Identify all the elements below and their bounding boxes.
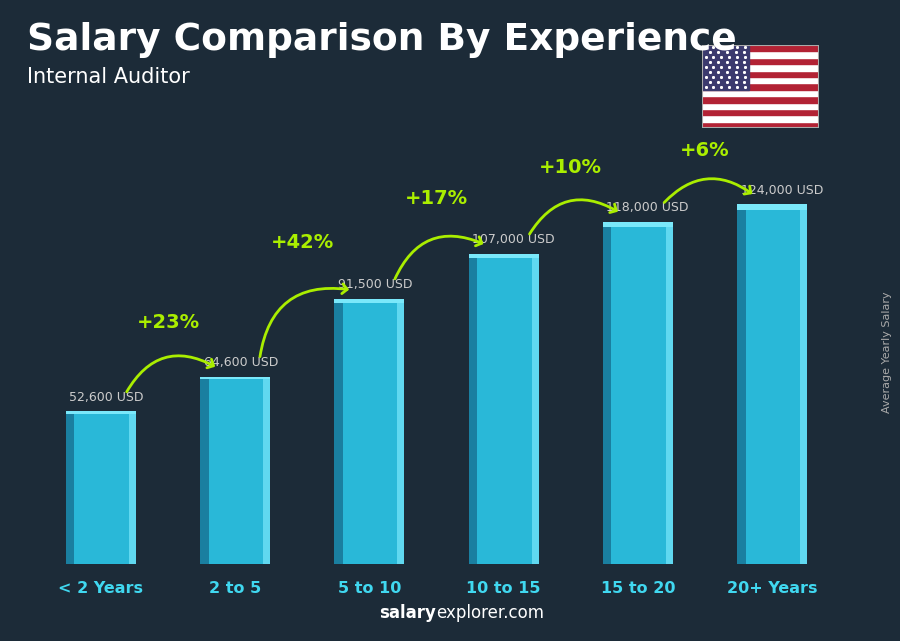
Bar xyxy=(603,222,611,564)
Bar xyxy=(209,377,263,564)
Bar xyxy=(702,71,819,77)
Bar xyxy=(702,96,819,103)
Bar xyxy=(469,254,538,258)
Bar xyxy=(666,222,673,564)
Bar xyxy=(335,299,343,564)
Bar xyxy=(702,51,819,58)
Bar xyxy=(702,90,819,96)
Text: +17%: +17% xyxy=(405,189,468,208)
Bar xyxy=(702,83,819,90)
Bar xyxy=(66,412,136,413)
Bar xyxy=(200,377,209,564)
Text: +23%: +23% xyxy=(137,313,200,332)
Bar xyxy=(343,299,397,564)
Bar xyxy=(469,254,477,564)
Bar xyxy=(737,204,807,210)
Bar xyxy=(611,222,666,564)
Bar xyxy=(702,122,819,128)
Text: +6%: +6% xyxy=(680,142,730,160)
Text: +42%: +42% xyxy=(271,233,334,252)
Bar xyxy=(800,204,807,564)
Bar xyxy=(200,377,270,379)
Text: +10%: +10% xyxy=(539,158,602,177)
Bar xyxy=(335,299,404,303)
Bar xyxy=(532,254,538,564)
Text: 124,000 USD: 124,000 USD xyxy=(741,184,824,197)
Text: explorer.com: explorer.com xyxy=(436,604,544,622)
Bar xyxy=(702,45,749,90)
Bar xyxy=(702,115,819,122)
Bar xyxy=(737,204,745,564)
Bar xyxy=(702,103,819,109)
Bar xyxy=(745,204,800,564)
Bar xyxy=(66,412,75,564)
Bar xyxy=(702,64,819,71)
Text: 64,600 USD: 64,600 USD xyxy=(203,356,278,369)
Bar xyxy=(702,77,819,83)
Text: Internal Auditor: Internal Auditor xyxy=(27,67,190,87)
Text: 52,600 USD: 52,600 USD xyxy=(69,391,144,404)
Bar xyxy=(702,109,819,115)
Text: 107,000 USD: 107,000 USD xyxy=(472,233,554,246)
Text: Average Yearly Salary: Average Yearly Salary xyxy=(881,292,892,413)
Bar xyxy=(397,299,404,564)
Bar xyxy=(129,412,136,564)
Text: Salary Comparison By Experience: Salary Comparison By Experience xyxy=(27,22,737,58)
Text: 118,000 USD: 118,000 USD xyxy=(607,201,689,214)
Bar xyxy=(702,58,819,64)
Bar xyxy=(75,412,129,564)
Bar xyxy=(477,254,532,564)
Bar xyxy=(702,45,819,51)
Text: 91,500 USD: 91,500 USD xyxy=(338,278,412,291)
Bar xyxy=(263,377,270,564)
Bar xyxy=(603,222,673,227)
Text: salary: salary xyxy=(380,604,436,622)
